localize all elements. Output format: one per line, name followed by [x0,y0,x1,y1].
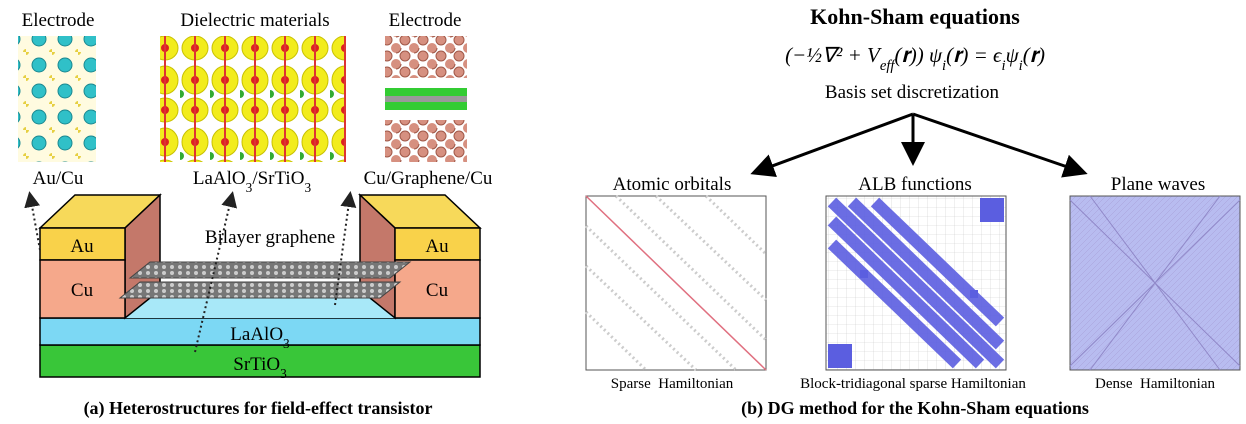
method-name: ALB functions [858,174,971,195]
matrix-label: Sparse Hamiltonian [611,376,734,392]
subscript: 3 [283,336,290,351]
label: Dielectric materials [180,10,329,31]
subtitle: Basis set discretization [825,82,1000,103]
text-part: SrTiO [233,354,280,375]
crystal-image [160,36,346,162]
text-part: /SrTiO [252,168,304,189]
title: Kohn-Sham equations [810,4,1020,29]
label: Au/Cu [33,168,84,189]
label: Electrode [389,10,462,31]
label: Cu [71,280,94,301]
label: Cu/Graphene/Cu [364,168,493,189]
text-part: (𝐫)) ψ [895,43,943,67]
text-part: (−½∇² + V [785,43,882,67]
label: Electrode [22,10,95,31]
label: LaAlO3/SrTiO3 [193,168,312,195]
matrix-image [826,196,1006,370]
method-name: Plane waves [1111,174,1205,195]
text-part: (𝐫) [1023,43,1045,67]
method-name: Atomic orbitals [613,174,732,195]
matrix-image [586,196,766,370]
label: Au [70,236,94,257]
matrix-label: Dense Hamiltonian [1095,376,1215,392]
text-part: LaAlO [193,168,246,189]
equation: (−½∇² + Veff(𝐫)) ψi(𝐫) = ϵiψi(𝐫) [785,43,1045,74]
subscript: 3 [280,366,287,381]
text-part: LaAlO [230,324,283,345]
subscript: 3 [304,180,311,195]
matrix-label: Block-tridiagonal sparse Hamiltonian [800,376,1026,392]
label: Cu [426,280,449,301]
text-part: ψ [1006,43,1020,67]
device [40,195,480,377]
text-part: (𝐫) = ϵ [946,43,1003,67]
caption: (b) DG method for the Kohn-Sham equation… [741,398,1089,419]
matrix-image [1070,196,1240,370]
label: Au [425,236,449,257]
caption: (a) Heterostructures for field-effect tr… [84,398,433,419]
arrow [756,114,1082,172]
crystal-image [18,36,96,162]
crystal-image [385,36,467,162]
figure: Electrode Dielectric materials Electrode… [0,0,1246,424]
